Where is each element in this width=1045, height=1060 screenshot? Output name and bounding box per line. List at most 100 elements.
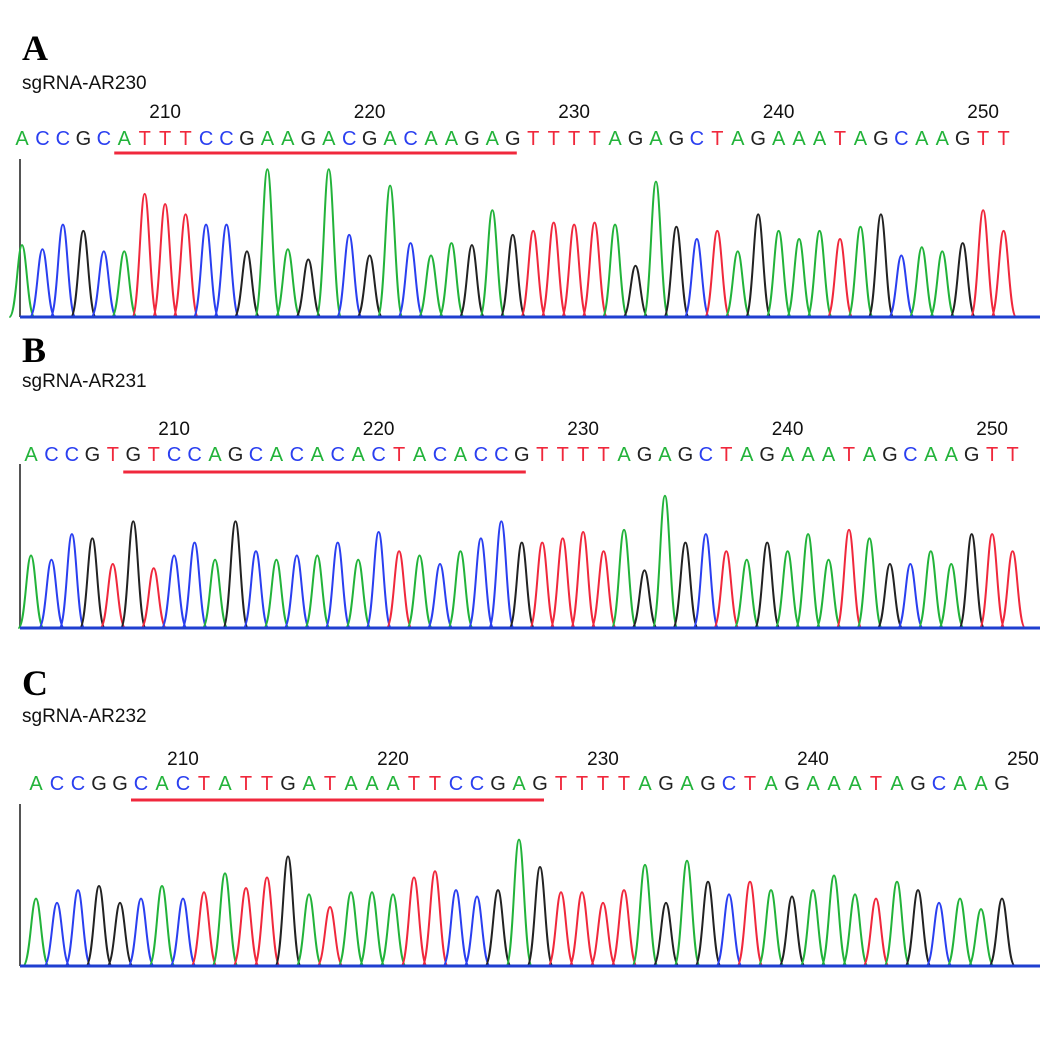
trace-peak	[253, 876, 281, 967]
trace-peak	[883, 880, 911, 967]
trace-peak	[458, 244, 486, 318]
base-call: C	[167, 444, 181, 466]
base-call: A	[649, 128, 663, 150]
base-call: A	[261, 128, 275, 150]
base-call: A	[386, 773, 400, 795]
trace-peak	[937, 563, 965, 629]
trace-peak	[499, 233, 527, 318]
base-call: C	[433, 444, 447, 466]
trace-peak	[887, 254, 916, 318]
trace-peak	[421, 870, 449, 967]
base-call: A	[118, 128, 132, 150]
trace-peak	[794, 533, 822, 629]
trace-peak	[344, 558, 372, 629]
trace-peak	[376, 184, 404, 318]
trace-peak	[876, 563, 904, 629]
trace-peak	[867, 213, 895, 318]
base-call: G	[505, 128, 521, 150]
trace-peak	[437, 242, 466, 318]
position-label: 250	[976, 419, 1008, 440]
base-call: G	[669, 128, 685, 150]
position-label: 210	[149, 102, 181, 123]
trace-peak	[988, 897, 1016, 967]
trace-peak	[989, 229, 1018, 318]
trace-peak	[315, 168, 343, 318]
base-call: A	[764, 773, 778, 795]
trace-peak	[463, 895, 491, 967]
trace-peak	[642, 180, 670, 318]
trace-peak	[253, 168, 282, 318]
base-call: C	[494, 444, 508, 466]
trace-peak	[826, 238, 854, 318]
base-call: A	[352, 444, 366, 466]
position-label: 230	[558, 102, 590, 123]
base-call: T	[261, 773, 273, 795]
trace-peak	[274, 855, 302, 967]
trace-peak	[294, 258, 322, 318]
trace-peak	[814, 558, 843, 629]
base-call: T	[568, 128, 580, 150]
base-call: A	[15, 128, 29, 150]
base-call: T	[588, 128, 600, 150]
panel-c: C sgRNA-AR232 210 220 230 240 250 A C C G G C A C T A T…	[0, 655, 1045, 980]
trace-peak	[110, 250, 138, 318]
panel-letter-b: B	[22, 330, 47, 370]
trace-peak	[49, 223, 77, 318]
base-call: C	[474, 444, 488, 466]
base-call: A	[792, 128, 806, 150]
base-call: T	[834, 128, 846, 150]
base-call: C	[331, 444, 345, 466]
base-call: T	[159, 128, 171, 150]
base-call: A	[936, 128, 950, 150]
base-call: G	[280, 773, 296, 795]
trace-peak	[820, 874, 848, 967]
trace-peak	[724, 250, 752, 318]
base-call: T	[576, 773, 588, 795]
base-call: C	[187, 444, 201, 466]
trace-peak	[190, 891, 218, 967]
base-call: A	[311, 444, 325, 466]
base-call: A	[813, 128, 827, 150]
trace-peak	[651, 494, 679, 629]
base-call: T	[324, 773, 336, 795]
trace-peak	[569, 531, 597, 629]
base-call: T	[107, 444, 119, 466]
trace-peak	[949, 242, 977, 318]
trace-peak	[358, 891, 386, 967]
base-call: T	[198, 773, 210, 795]
trace-peak	[78, 537, 107, 629]
position-label: 220	[363, 419, 395, 440]
base-call: T	[148, 444, 160, 466]
base-call: A	[29, 773, 43, 795]
trace-peak	[385, 550, 413, 629]
base-call: G	[628, 128, 644, 150]
base-call: C	[403, 128, 417, 150]
base-call: G	[784, 773, 800, 795]
trace-peak	[568, 891, 596, 967]
base-call: C	[65, 444, 79, 466]
trace-peak	[630, 569, 659, 629]
trace-peak	[180, 541, 209, 629]
base-call: T	[843, 444, 855, 466]
position-label: 240	[763, 102, 795, 123]
base-call: C	[699, 444, 713, 466]
trace-peak	[192, 223, 220, 318]
base-call: A	[322, 128, 336, 150]
trace-peak	[426, 563, 454, 629]
trace-peak	[785, 238, 813, 318]
base-call: C	[342, 128, 356, 150]
trace-peak	[99, 563, 127, 629]
trace-peak	[211, 872, 239, 967]
base-call: A	[924, 444, 938, 466]
base-call: C	[449, 773, 463, 795]
trace-peak	[946, 897, 974, 967]
position-label: 220	[354, 102, 386, 123]
base-call: G	[239, 128, 255, 150]
base-call: T	[139, 128, 151, 150]
trace-peak	[928, 250, 956, 318]
trace-peak	[846, 225, 875, 318]
trace-peak	[467, 537, 495, 629]
base-call: T	[240, 773, 252, 795]
